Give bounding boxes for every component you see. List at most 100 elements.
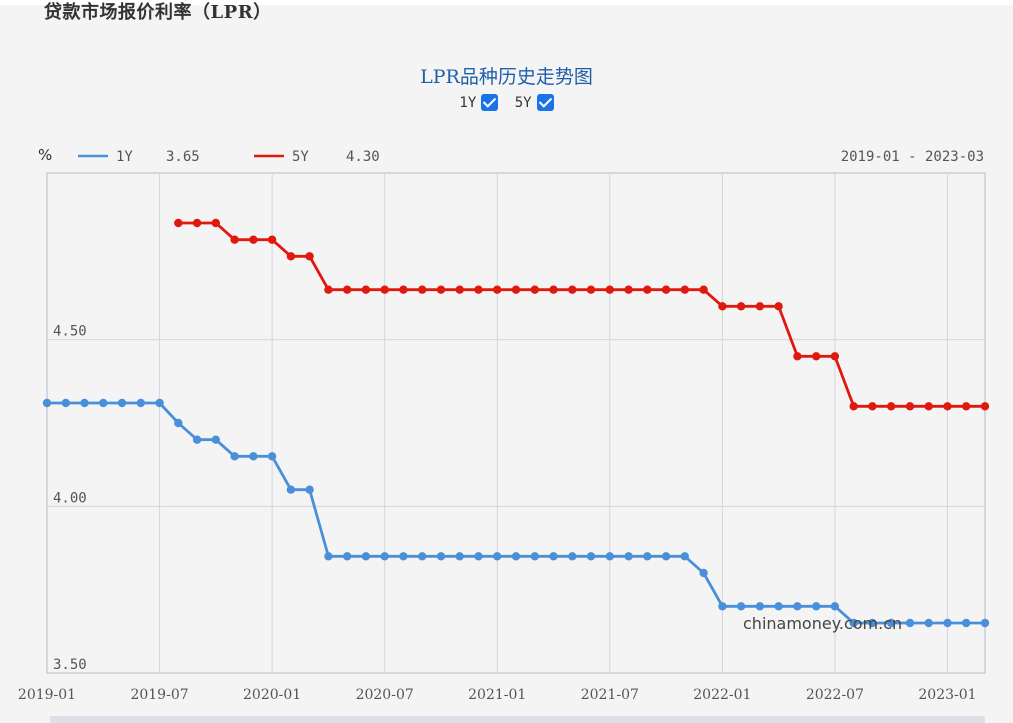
data-point-1y[interactable] xyxy=(661,552,671,561)
data-point-1y[interactable] xyxy=(643,552,652,561)
data-point-1y[interactable] xyxy=(905,618,915,628)
data-point-1y[interactable] xyxy=(286,485,296,494)
data-point-5y[interactable] xyxy=(324,285,333,294)
data-point-1y[interactable] xyxy=(868,618,877,628)
data-point-5y[interactable] xyxy=(943,402,952,411)
data-point-1y[interactable] xyxy=(474,552,483,561)
data-point-1y[interactable] xyxy=(267,452,277,461)
data-point-1y[interactable] xyxy=(117,398,127,408)
data-point-1y[interactable] xyxy=(586,552,596,561)
data-point-5y[interactable] xyxy=(586,285,596,294)
data-point-5y[interactable] xyxy=(568,285,577,294)
data-point-1y[interactable] xyxy=(774,602,783,611)
data-point-1y[interactable] xyxy=(305,485,314,494)
data-point-5y[interactable] xyxy=(174,218,183,228)
data-point-1y[interactable] xyxy=(736,602,746,611)
data-point-1y[interactable] xyxy=(399,552,408,561)
data-point-5y[interactable] xyxy=(905,402,915,411)
data-point-5y[interactable] xyxy=(868,402,877,411)
data-point-5y[interactable] xyxy=(455,285,464,294)
data-point-1y[interactable] xyxy=(380,552,389,561)
data-point-1y[interactable] xyxy=(549,552,558,561)
data-point-1y[interactable] xyxy=(511,552,521,561)
data-point-5y[interactable] xyxy=(924,402,933,411)
data-point-5y[interactable] xyxy=(718,302,727,311)
toggle-1y[interactable]: 1Y xyxy=(459,94,499,111)
data-point-1y[interactable] xyxy=(42,398,52,408)
data-point-5y[interactable] xyxy=(549,285,558,294)
data-point-5y[interactable] xyxy=(474,285,483,294)
data-point-1y[interactable] xyxy=(605,552,614,561)
data-point-5y[interactable] xyxy=(755,302,765,311)
data-point-5y[interactable] xyxy=(211,218,220,228)
data-point-1y[interactable] xyxy=(155,398,164,408)
data-point-5y[interactable] xyxy=(643,285,652,294)
legend-item-1y[interactable]: 1Y 3.65 xyxy=(78,149,200,165)
data-point-5y[interactable] xyxy=(511,285,521,294)
data-point-5y[interactable] xyxy=(812,352,821,361)
data-point-5y[interactable] xyxy=(343,285,352,294)
data-point-1y[interactable] xyxy=(80,398,89,408)
data-point-1y[interactable] xyxy=(493,552,502,561)
data-point-5y[interactable] xyxy=(399,285,408,294)
data-point-1y[interactable] xyxy=(699,568,708,578)
data-point-1y[interactable] xyxy=(680,552,689,561)
data-point-1y[interactable] xyxy=(211,435,220,444)
legend-item-5y[interactable]: 5Y 4.30 xyxy=(254,149,380,165)
data-point-1y[interactable] xyxy=(343,552,352,561)
data-point-5y[interactable] xyxy=(286,252,296,261)
data-point-1y[interactable] xyxy=(568,552,577,561)
data-point-5y[interactable] xyxy=(361,285,371,294)
data-point-5y[interactable] xyxy=(793,352,802,361)
data-point-5y[interactable] xyxy=(624,285,633,294)
data-point-5y[interactable] xyxy=(418,285,427,294)
data-point-5y[interactable] xyxy=(980,402,990,411)
data-point-1y[interactable] xyxy=(624,552,633,561)
data-point-1y[interactable] xyxy=(812,602,821,611)
horizontal-scrollbar[interactable] xyxy=(50,716,985,723)
data-point-1y[interactable] xyxy=(943,618,952,628)
data-point-1y[interactable] xyxy=(174,418,183,428)
data-point-5y[interactable] xyxy=(192,218,202,228)
data-point-5y[interactable] xyxy=(661,285,671,294)
data-point-5y[interactable] xyxy=(436,285,446,294)
data-point-5y[interactable] xyxy=(774,302,783,311)
data-point-1y[interactable] xyxy=(887,618,896,628)
data-point-1y[interactable] xyxy=(962,618,971,628)
data-point-5y[interactable] xyxy=(962,402,971,411)
data-point-1y[interactable] xyxy=(324,552,333,561)
data-point-1y[interactable] xyxy=(924,618,933,628)
data-point-1y[interactable] xyxy=(455,552,464,561)
toggle-5y[interactable]: 5Y xyxy=(515,94,554,111)
data-point-5y[interactable] xyxy=(849,402,858,411)
data-point-5y[interactable] xyxy=(605,285,614,294)
checkbox-checked-icon[interactable] xyxy=(536,94,554,111)
data-point-1y[interactable] xyxy=(718,602,727,611)
data-point-5y[interactable] xyxy=(380,285,389,294)
data-point-5y[interactable] xyxy=(305,252,314,261)
data-point-1y[interactable] xyxy=(830,602,840,611)
checkbox-checked-icon[interactable] xyxy=(481,94,499,111)
data-point-1y[interactable] xyxy=(418,552,427,561)
data-point-5y[interactable] xyxy=(699,285,708,294)
data-point-5y[interactable] xyxy=(887,402,896,411)
data-point-5y[interactable] xyxy=(493,285,502,294)
data-point-5y[interactable] xyxy=(680,285,689,294)
data-point-1y[interactable] xyxy=(361,552,371,561)
data-point-1y[interactable] xyxy=(980,618,990,628)
data-point-1y[interactable] xyxy=(99,398,108,408)
data-point-5y[interactable] xyxy=(736,302,746,311)
data-point-1y[interactable] xyxy=(61,398,70,408)
data-point-1y[interactable] xyxy=(249,452,258,461)
data-point-5y[interactable] xyxy=(530,285,539,294)
data-point-1y[interactable] xyxy=(793,602,802,611)
data-point-5y[interactable] xyxy=(267,235,277,244)
data-point-1y[interactable] xyxy=(849,618,858,628)
data-point-1y[interactable] xyxy=(530,552,539,561)
data-point-1y[interactable] xyxy=(436,552,446,561)
data-point-1y[interactable] xyxy=(755,602,765,611)
data-point-1y[interactable] xyxy=(230,452,239,461)
data-point-5y[interactable] xyxy=(249,235,258,244)
data-point-5y[interactable] xyxy=(830,352,840,361)
data-point-1y[interactable] xyxy=(136,398,145,408)
